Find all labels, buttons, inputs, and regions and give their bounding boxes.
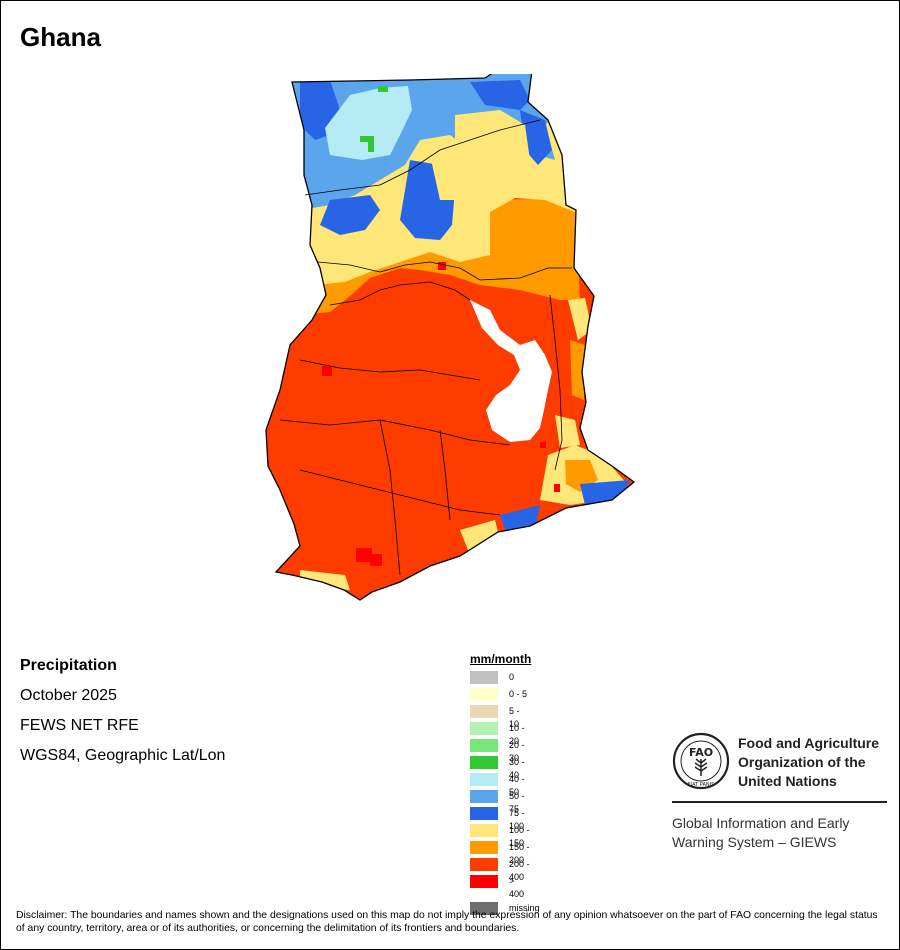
legend-item: 40 - 50	[470, 771, 531, 797]
legend-item: 5 - 10	[470, 703, 531, 729]
svg-text:FIAT PANIS: FIAT PANIS	[688, 782, 715, 788]
legend-item: 20 - 30	[470, 737, 531, 763]
country-boundary	[265, 67, 636, 601]
legend-swatch	[470, 790, 498, 803]
legend-label: 75 - 100	[509, 808, 525, 831]
legend-swatch	[470, 671, 498, 684]
legend-item: missing	[470, 900, 540, 917]
legend-swatch	[470, 739, 498, 752]
legend-swatch	[470, 756, 498, 769]
legend-swatch	[470, 688, 498, 701]
legend-label: 20 - 30	[509, 740, 525, 763]
fao-name: Food and Agriculture Organization of the…	[738, 735, 880, 789]
disclaimer: Disclaimer: The boundaries and names sho…	[16, 910, 878, 934]
legend-swatch	[470, 858, 498, 871]
legend-label: > 400	[509, 876, 525, 899]
legend-item: 150 - 200	[470, 839, 531, 865]
fao-logo-block: FAO FIAT PANIS Food and Agriculture Orga…	[672, 732, 887, 850]
region-boundaries	[279, 119, 572, 576]
legend-item: 100 - 150	[470, 822, 531, 848]
ghana-precipitation-map	[258, 67, 638, 609]
legend-swatch	[470, 824, 498, 837]
legend-label: 0 - 5	[509, 689, 528, 699]
legend-label: missing	[509, 903, 540, 913]
map-info: Precipitation October 2025 FEWS NET RFE …	[20, 656, 225, 776]
legend-label: 5 - 10	[509, 706, 520, 729]
giews-label: Global Information and Early Warning Sys…	[672, 815, 850, 850]
legend-item: 0	[470, 669, 531, 686]
legend-label: 0	[509, 672, 515, 682]
variable-label: Precipitation	[20, 657, 117, 674]
legend-label: 100 - 150	[509, 825, 530, 848]
legend-item: 75 - 100	[470, 805, 531, 831]
period-label: October 2025	[20, 687, 117, 704]
svg-text:FAO: FAO	[689, 746, 713, 759]
source-label: FEWS NET RFE	[20, 717, 139, 734]
precipitation-raster	[266, 68, 634, 600]
legend-item: 200 - 400	[470, 856, 531, 882]
legend-label: 30 - 40	[509, 757, 525, 780]
legend-swatch	[470, 902, 498, 915]
legend-label: 200 - 400	[509, 859, 530, 882]
legend-item: 10 - 20	[470, 720, 531, 746]
legend-label: 10 - 20	[509, 723, 525, 746]
legend-label: 150 - 200	[509, 842, 530, 865]
legend-item: 50 - 75	[470, 788, 531, 814]
legend-swatch	[470, 773, 498, 786]
map-title: Ghana	[20, 22, 101, 52]
legend-label: 40 - 50	[509, 774, 525, 797]
legend-item: 30 - 40	[470, 754, 531, 780]
projection-label: WGS84, Geographic Lat/Lon	[20, 747, 226, 764]
legend-swatch	[470, 807, 498, 820]
legend-item: 0 - 5	[470, 686, 531, 703]
legend-swatch	[470, 875, 498, 888]
legend-swatch	[470, 705, 498, 718]
legend-swatch	[470, 722, 498, 735]
legend-label: 50 - 75	[509, 791, 525, 814]
legend-title: mm/month	[470, 652, 532, 666]
fao-seal-icon: FAO FIAT PANIS	[672, 732, 730, 790]
divider	[672, 801, 887, 803]
legend-swatch	[470, 841, 498, 854]
legend: mm/month 0 0 - 5 5 - 10 10 - 20 20 - 30 30 - …	[470, 652, 540, 917]
legend-item: > 400	[470, 873, 531, 899]
